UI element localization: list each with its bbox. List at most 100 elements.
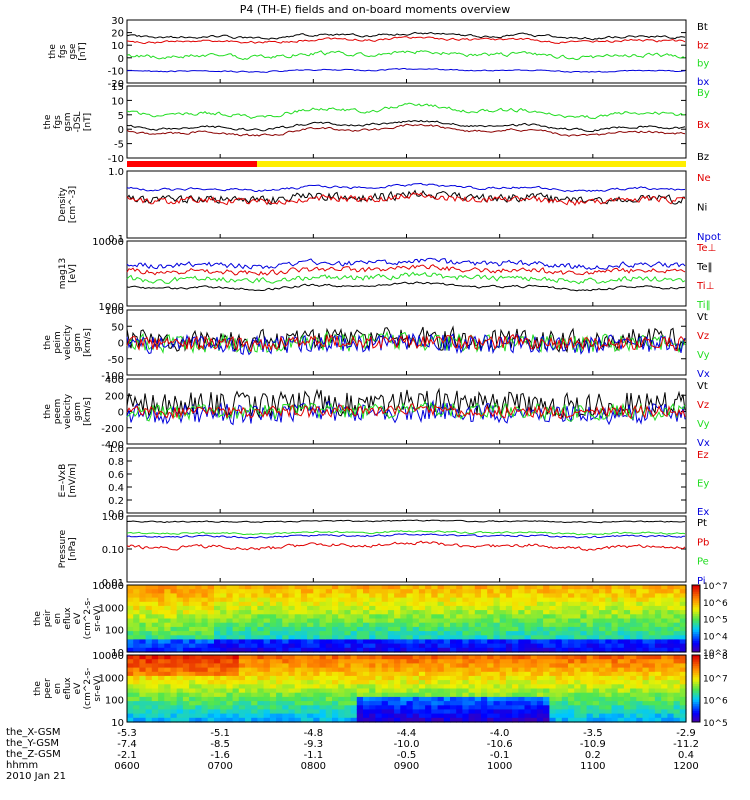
spectrogram-ion [443, 618, 451, 624]
spectrogram-electron [530, 705, 538, 711]
spectrogram-electron [406, 663, 414, 669]
spectrogram-electron [630, 709, 637, 715]
spectrogram-ion [381, 635, 389, 641]
spectrogram-electron [617, 655, 625, 660]
spectrogram-ion [276, 635, 283, 641]
spectrogram-ion [474, 589, 482, 594]
spectrogram-ion [344, 618, 352, 624]
spectrogram-ion [630, 631, 637, 636]
spectrogram-ion [195, 635, 203, 641]
spectrogram-ion [667, 643, 675, 649]
spectrogram-electron [667, 713, 675, 719]
xaxis-value-1-0: -7.4 [117, 739, 137, 750]
spectrogram-ion [257, 593, 265, 599]
spectrogram-electron [661, 663, 668, 669]
spectrogram-ion [127, 631, 134, 636]
spectrogram-electron [127, 680, 134, 685]
spectrogram-ion [363, 635, 370, 641]
spectrogram-electron [133, 688, 140, 694]
spectrogram-ion [282, 622, 290, 628]
spectrogram-ion [251, 601, 258, 607]
colorbar-ion-cell [692, 629, 700, 633]
spectrogram-ion [139, 631, 147, 636]
spectrogram-electron [468, 675, 476, 681]
spectrogram-electron [536, 671, 544, 677]
spectrogram-ion [207, 593, 215, 599]
spectrogram-electron [394, 692, 401, 698]
spectrogram-ion [623, 589, 631, 594]
ytick-label-4-4: -100 [101, 371, 124, 382]
spectrogram-ion [269, 635, 277, 641]
spectrogram-electron [487, 684, 494, 690]
spectrogram-electron [636, 680, 644, 685]
spectrogram-ion [636, 618, 644, 624]
spectrogram-electron [568, 701, 575, 706]
spectrogram-electron [512, 692, 519, 698]
spectrogram-electron [220, 709, 227, 715]
spectrogram-electron [313, 692, 321, 698]
spectrogram-electron [456, 671, 463, 677]
spectrogram-electron [543, 675, 550, 681]
spectrogram-ion [300, 626, 308, 632]
spectrogram-electron [145, 696, 153, 702]
spectrogram-ion [580, 605, 588, 611]
spectrogram-electron [425, 688, 432, 694]
spectrogram-electron [294, 701, 302, 706]
spectrogram-electron [611, 705, 619, 711]
spectrogram-ion [381, 643, 389, 649]
spectrogram-ion [599, 647, 606, 653]
spectrogram-ion [536, 589, 544, 594]
series-ne [126, 192, 686, 207]
spectrogram-electron [263, 713, 271, 719]
spectrogram-ion [214, 647, 221, 653]
spectrogram-electron [176, 717, 184, 723]
spectrogram-electron [158, 663, 165, 669]
spectrogram-ion [282, 601, 290, 607]
xaxis-value-2-6: 0.4 [678, 750, 694, 761]
spectrogram-ion [195, 643, 203, 649]
spectrogram-electron [481, 713, 488, 719]
spectrogram-ion [499, 610, 507, 615]
spectrogram-ion [487, 647, 494, 653]
spectrogram-electron [332, 701, 339, 706]
spectrogram-electron [406, 705, 414, 711]
spectrogram-electron [400, 667, 408, 673]
spectrogram-electron [350, 675, 358, 681]
spectrogram-electron [543, 667, 550, 673]
ylabel-1-3: -DSL [73, 112, 83, 133]
spectrogram-electron [654, 705, 662, 711]
spectrogram-ion [673, 626, 681, 632]
spectrogram-ion [431, 585, 439, 590]
ylabel-0-3: [nT] [78, 42, 88, 60]
spectrogram-electron [462, 717, 470, 723]
spectrogram-ion [524, 643, 532, 649]
spectrogram-electron [332, 675, 339, 681]
spectrogram-electron [251, 671, 258, 677]
spectrogram-electron [443, 717, 451, 723]
spectrogram-electron [214, 680, 221, 685]
spectrogram-ion [418, 647, 426, 653]
spectrogram-ion [363, 631, 370, 636]
spectrogram-ion [462, 635, 470, 641]
spectrogram-electron [127, 696, 134, 702]
spectrogram-ion [350, 585, 358, 590]
spectrogram-ion [139, 635, 147, 641]
spectrogram-ion [214, 597, 221, 603]
spectrogram-electron [164, 701, 172, 706]
spectrogram-electron [214, 705, 221, 711]
ytick-label-7-0: 1.00 [102, 512, 124, 523]
spectrogram-electron [667, 701, 675, 706]
spectrogram-ion [406, 597, 414, 603]
spectrogram-electron [642, 688, 650, 694]
spectrogram-ion [673, 622, 681, 628]
spectrogram-electron [288, 709, 296, 715]
spectrogram-electron [257, 659, 265, 664]
spectrogram-ion [617, 639, 625, 645]
spectrogram-ion [456, 647, 463, 653]
spectrogram-ion [456, 643, 463, 649]
spectrogram-ion [375, 639, 383, 645]
spectrogram-ion [350, 605, 358, 611]
spectrogram-electron [599, 717, 606, 723]
spectrogram-electron [400, 675, 408, 681]
spectrogram-electron [443, 688, 451, 694]
